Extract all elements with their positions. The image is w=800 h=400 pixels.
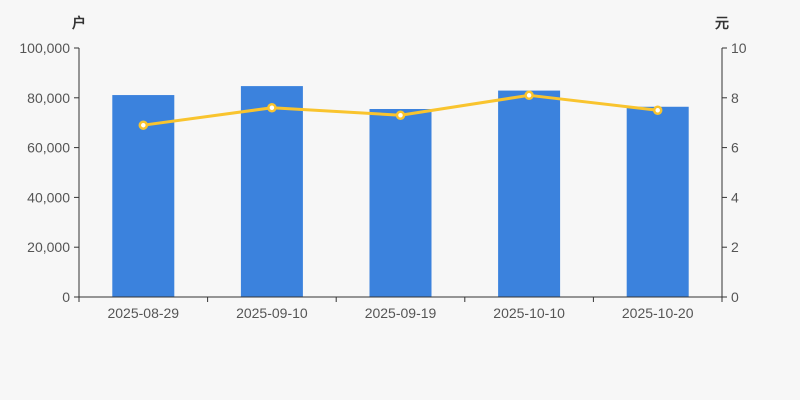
right-axis-unit-label: 元 [715,15,729,31]
left-axis-unit-label: 户 [72,15,86,31]
x-axis-category-label: 2025-08-29 [107,305,179,321]
left-axis-tick-label: 40,000 [27,189,70,205]
right-axis-tick-label: 8 [731,90,739,106]
right-axis-tick-label: 4 [731,189,739,205]
bar-2025-09-19 [369,109,432,297]
line-point-2025-10-20 [652,105,663,115]
bar-2025-09-10 [240,86,303,297]
right-axis-tick-label: 0 [731,289,739,305]
left-axis-tick-label: 0 [62,289,70,305]
x-axis-category-label: 2025-10-10 [493,305,565,321]
line-point-2025-09-19 [395,110,406,120]
left-axis-tick-label: 20,000 [27,239,70,255]
x-axis-category-label: 2025-09-10 [236,305,308,321]
line-point-2025-09-10 [267,103,277,113]
left-axis-tick-label: 100,000 [19,40,70,56]
bar-2025-10-10 [498,90,561,297]
left-axis-tick-label: 60,000 [27,140,70,156]
x-axis-category-label: 2025-09-19 [365,305,437,321]
left-axis-tick-label: 80,000 [27,90,70,106]
right-axis-tick-label: 6 [731,140,739,156]
right-axis-tick-label: 10 [731,40,747,56]
x-axis-category-label: 2025-10-20 [622,305,694,321]
right-axis-tick-label: 2 [731,239,739,255]
line-point-2025-10-10 [524,90,534,101]
line-point-2025-08-29 [138,120,149,130]
bar-2025-10-20 [626,106,689,297]
